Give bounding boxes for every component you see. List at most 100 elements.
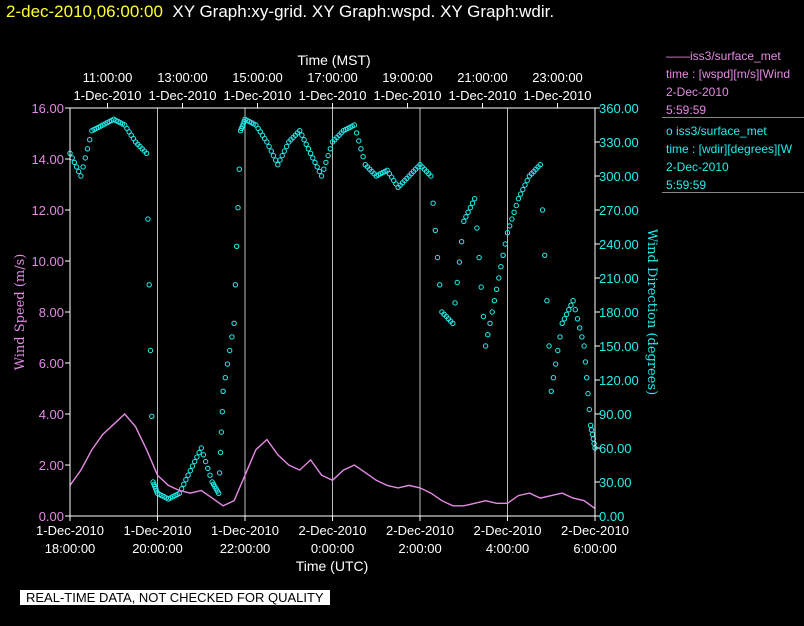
x-axis-label-top: Time (MST) xyxy=(297,52,370,68)
wdir-point xyxy=(235,205,241,211)
wdir-point xyxy=(509,216,515,222)
wdir-point xyxy=(69,155,75,161)
tick-label-top-date: 1-Dec-2010 xyxy=(74,88,142,103)
wdir-point xyxy=(585,390,591,397)
tick-label-right: 30.00 xyxy=(599,475,632,490)
wdir-point xyxy=(227,347,233,354)
wdir-point xyxy=(231,320,237,326)
wdir-point xyxy=(147,347,154,354)
wdir-point xyxy=(432,227,438,234)
wdir-point xyxy=(472,196,478,202)
wdir-point xyxy=(279,152,285,159)
wdir-point xyxy=(520,186,526,193)
wdir-point xyxy=(149,413,155,419)
tick-label-bottom-date: 2-Dec-2010 xyxy=(474,523,542,538)
tick-label-bottom-date: 2-Dec-2010 xyxy=(299,523,367,538)
wdir-point xyxy=(145,216,151,222)
wdir-point xyxy=(194,454,200,460)
legend-source: o iss3/surface_met xyxy=(666,124,767,138)
wdir-point xyxy=(491,298,498,304)
wdir-point xyxy=(281,148,288,154)
wdir-point xyxy=(476,254,482,261)
wdir-point xyxy=(589,431,596,438)
tick-label-left: 0.00 xyxy=(39,509,64,524)
wdir-point xyxy=(207,472,213,478)
wdir-point xyxy=(498,264,504,270)
wdir-point xyxy=(360,154,366,160)
wdir-point xyxy=(586,406,592,413)
wdir-point xyxy=(524,177,530,184)
wdir-point xyxy=(218,429,225,435)
wdir-point xyxy=(73,164,80,170)
wdir-point xyxy=(502,241,508,247)
wdir-point xyxy=(461,218,467,225)
wdir-point xyxy=(356,138,362,144)
grid-lines xyxy=(157,108,508,516)
tick-label-top-time: 15:00:00 xyxy=(232,70,283,85)
wdir-point xyxy=(146,282,152,288)
wdir-point xyxy=(454,279,460,286)
legend-entry-wdir: o iss3/surface_met time : [wdir][degrees… xyxy=(666,122,792,194)
wdir-point xyxy=(552,361,559,367)
tick-label-right: 180.00 xyxy=(599,305,639,320)
wdir-point xyxy=(500,252,506,259)
wdir-point xyxy=(489,309,495,315)
legend-variable: time : [wdir][degrees][W xyxy=(666,142,793,156)
wdir-point xyxy=(310,155,316,161)
wdir-point xyxy=(266,143,272,150)
wdir-point xyxy=(78,173,84,179)
wdir-point xyxy=(222,375,229,381)
legend-entry-wspd: ——iss3/surface_met time : [wspd][m/s][Wi… xyxy=(666,47,790,119)
legend-divider xyxy=(662,192,804,193)
tick-label-left: 4.00 xyxy=(39,407,64,422)
wdir-point xyxy=(202,458,209,465)
tick-label-top-time: 11:00:00 xyxy=(83,70,133,85)
wdir-point xyxy=(465,209,471,216)
wdir-point xyxy=(544,298,550,304)
wdir-point xyxy=(236,166,243,172)
wdir-point xyxy=(579,334,585,340)
wdir-point xyxy=(181,481,187,487)
tick-label-right: 150.00 xyxy=(599,339,639,354)
wdir-point xyxy=(493,286,500,292)
tick-label-right: 300.00 xyxy=(599,169,639,184)
wdir-point xyxy=(205,465,211,472)
tick-label-top-date: 1-Dec-2010 xyxy=(524,88,592,103)
wdir-point xyxy=(430,200,436,206)
wdir-point xyxy=(513,202,519,209)
wdir-point xyxy=(358,146,364,152)
wdir-point xyxy=(480,313,487,320)
tick-label-bottom-time: 2:00:00 xyxy=(398,541,441,556)
wdir-point xyxy=(216,470,223,476)
wdir-point xyxy=(216,490,222,496)
wdir-point xyxy=(351,122,358,128)
header-title: 2-dec-2010,06:00:00 XY Graph:xy-grid. XY… xyxy=(6,2,554,22)
wdir-point xyxy=(198,445,205,451)
tick-label-top-date: 1-Dec-2010 xyxy=(449,88,517,103)
header-timestamp: 2-dec-2010,06:00:00 xyxy=(6,2,163,21)
tick-label-left: 8.00 xyxy=(39,305,64,320)
tick-label-left: 6.00 xyxy=(39,356,64,371)
tick-label-bottom-date: 1-Dec-2010 xyxy=(124,523,192,538)
wdir-point xyxy=(511,209,517,216)
wdir-point xyxy=(458,239,465,245)
wdir-point xyxy=(196,449,202,456)
tick-label-bottom-time: 18:00:00 xyxy=(45,541,96,556)
wdir-point xyxy=(568,302,574,308)
wdir-point xyxy=(76,168,82,175)
wdir-point xyxy=(143,150,150,157)
wdir-point xyxy=(546,343,552,349)
wdir-point xyxy=(591,440,597,447)
tick-label-left: 16.00 xyxy=(31,101,64,116)
tick-label-right: 270.00 xyxy=(599,203,639,218)
wdir-point xyxy=(487,320,493,326)
tick-labels: 0.00 2.00 4.00 6.00 8.00 10.00 12.00 14.00 16.00… xyxy=(31,70,638,556)
legend-divider xyxy=(662,117,804,118)
wdir-point xyxy=(183,477,189,483)
tick-label-right: 240.00 xyxy=(599,237,639,252)
wdir-point xyxy=(566,307,572,313)
wdir-point xyxy=(187,468,194,474)
wdir-point xyxy=(563,311,570,317)
wdir-point xyxy=(504,230,511,236)
wdir-point xyxy=(200,452,207,458)
